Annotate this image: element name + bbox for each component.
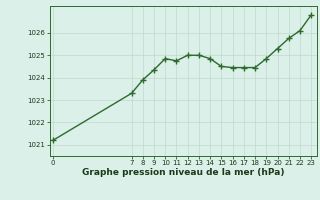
X-axis label: Graphe pression niveau de la mer (hPa): Graphe pression niveau de la mer (hPa) — [82, 168, 284, 177]
